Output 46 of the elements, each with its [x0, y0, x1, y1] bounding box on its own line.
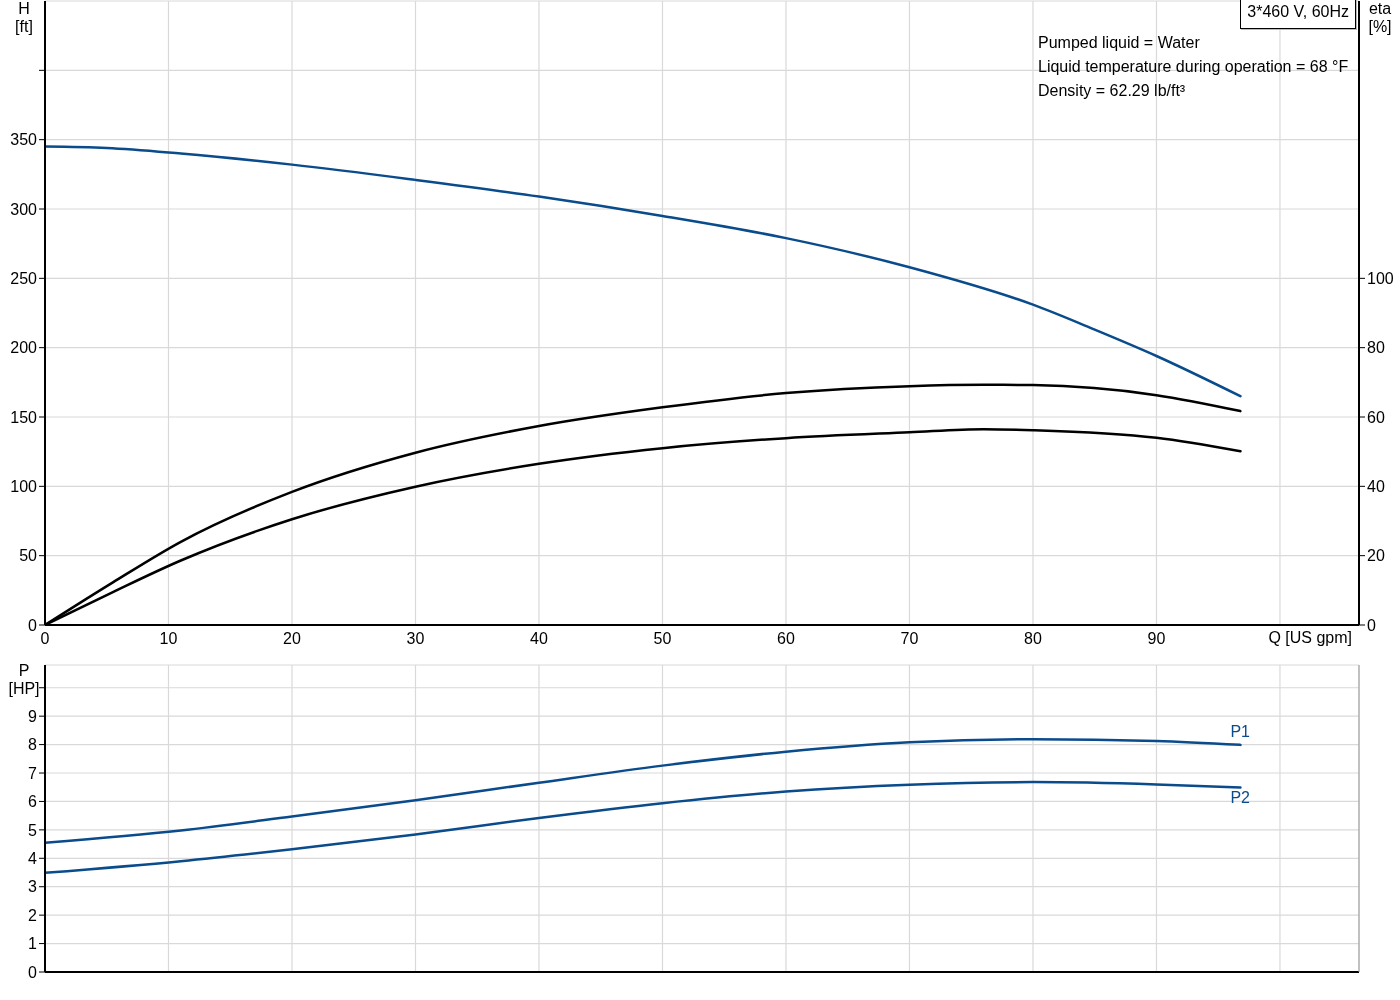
y2-tick-label: 0	[1367, 616, 1376, 634]
y-tick-label: 3	[28, 878, 38, 896]
y-tick-label: 9	[28, 707, 38, 725]
annotation: Pumped liquid = Water	[1038, 33, 1201, 53]
y2-tick-label: 100	[1367, 270, 1394, 288]
y2-axis-title: eta [%]	[1367, 0, 1393, 36]
y-axis-title: P [HP]	[7, 662, 41, 698]
x-tick-label: 20	[283, 630, 301, 648]
y-tick-label: 7	[28, 764, 38, 782]
series-label: P1	[1230, 722, 1251, 740]
y-tick-label: 8	[28, 736, 38, 754]
y-tick-label: 4	[28, 849, 38, 867]
text-frame: 3*460 V, 60Hz	[1240, 0, 1356, 29]
x-tick-label: 50	[653, 630, 672, 648]
x-tick-label: 30	[406, 630, 425, 648]
x-tick-label: 70	[900, 630, 919, 648]
y-tick-label: 50	[19, 547, 38, 565]
y-tick-label: 200	[10, 339, 38, 357]
y-tick-label: 0	[28, 963, 38, 981]
series-label: P2	[1230, 788, 1251, 806]
y-tick-label: 350	[10, 131, 38, 149]
y2-tick-label: 40	[1367, 478, 1385, 496]
x-tick-label: 60	[777, 630, 795, 648]
y2-tick-label: 80	[1367, 339, 1385, 357]
line-series	[45, 145, 1242, 398]
annotation: Density = 62.29 lb/ft³	[1038, 81, 1187, 101]
x-axis-title: Q [US gpm]	[1268, 629, 1352, 647]
y-axis-title: H [ft]	[14, 0, 34, 36]
y2-tick-label: 20	[1367, 547, 1385, 565]
y2-tick-label: 60	[1367, 408, 1385, 426]
y-tick-label: 250	[10, 270, 38, 288]
x-tick-label: 0	[40, 630, 50, 648]
y-tick-label: 150	[10, 408, 38, 426]
y-tick-label: 5	[28, 821, 38, 839]
annotation: Liquid temperature during operation = 68 °F	[1038, 57, 1349, 77]
x-tick-label: 40	[530, 630, 548, 648]
chart-title: 3*460 V, 60Hz	[1247, 3, 1349, 20]
x-tick-label: 90	[1147, 630, 1166, 648]
x-tick-label: 80	[1024, 630, 1042, 648]
y-tick-label: 6	[28, 793, 38, 811]
x-tick-label: 10	[159, 630, 178, 648]
y-tick-label: 100	[10, 478, 38, 496]
y-tick-label: 0	[28, 616, 38, 634]
y-tick-label: 2	[28, 906, 38, 924]
y-tick-label: 1	[28, 935, 38, 953]
y-tick-label: 300	[10, 200, 38, 218]
